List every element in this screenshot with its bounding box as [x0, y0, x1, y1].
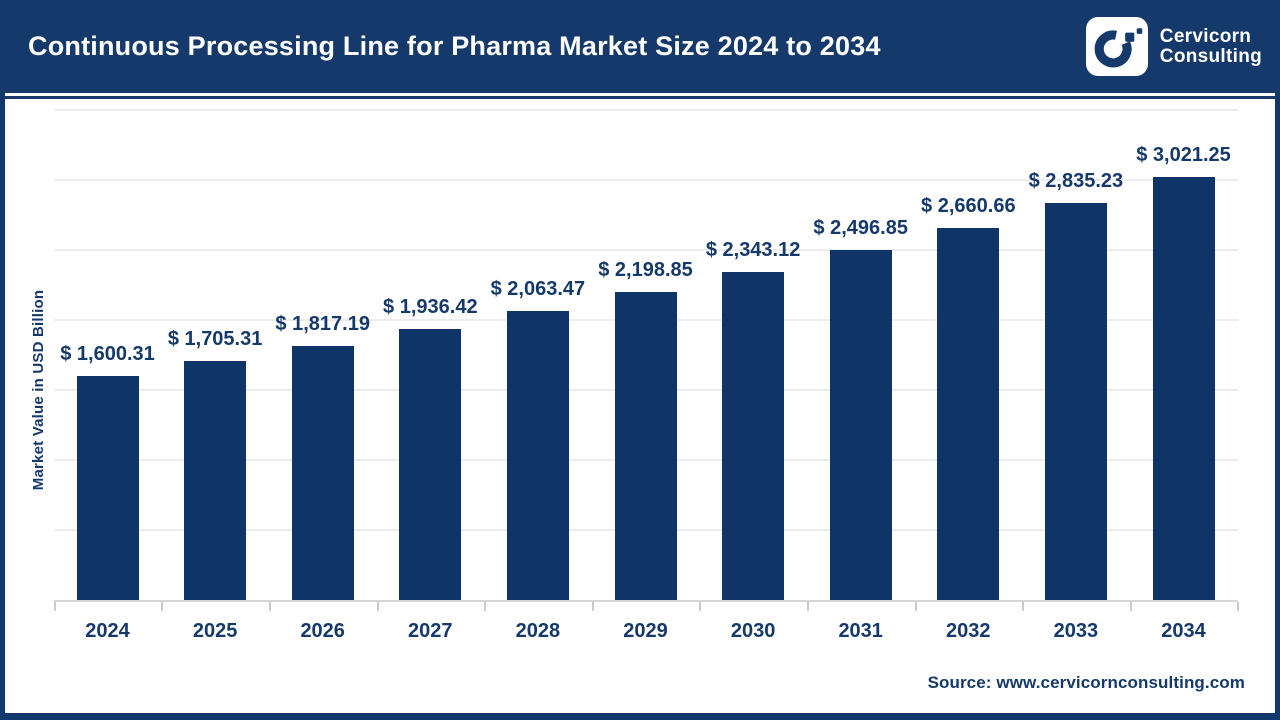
x-axis-tick — [1022, 602, 1025, 611]
value-label-2034: $ 3,021.25 — [1136, 144, 1231, 167]
source-text: Source: www.cervicornconsulting.com — [927, 673, 1245, 692]
header-divider — [0, 96, 1280, 99]
x-axis-line — [54, 600, 1238, 602]
brand-name-line1: Cervicorn — [1159, 25, 1252, 47]
bar-2029 — [614, 292, 677, 600]
x-axis-tick — [699, 602, 702, 611]
bar-2024 — [76, 375, 139, 600]
brand-name: Cervicorn Consulting — [1159, 25, 1262, 67]
bar-2033 — [1044, 203, 1107, 600]
bar-2032 — [937, 227, 1000, 600]
bar-2028 — [506, 311, 569, 600]
value-label-2025: $ 1,705.31 — [167, 328, 263, 351]
x-axis-label-2027: 2027 — [408, 620, 453, 642]
value-label-2026: $ 1,817.19 — [275, 312, 370, 335]
gridline-2500 — [54, 249, 1238, 251]
x-axis-label-2031: 2031 — [838, 620, 883, 642]
x-axis-label-2034: 2034 — [1161, 620, 1206, 642]
value-label-2029: $ 2,198.85 — [598, 259, 693, 282]
x-axis-tick — [376, 602, 379, 611]
gridline-3000 — [54, 179, 1238, 181]
value-label-2032: $ 2,660.66 — [921, 194, 1016, 217]
x-axis-tick — [806, 602, 809, 611]
x-axis-tick — [53, 602, 56, 611]
gridline-3500 — [54, 109, 1238, 111]
x-axis-label-2026: 2026 — [300, 620, 345, 642]
bar-2031 — [829, 250, 892, 600]
y-axis-title: Market Value in USD Billion — [30, 289, 47, 491]
x-axis-label-2033: 2033 — [1053, 620, 1099, 642]
value-label-2028: $ 2,063.47 — [490, 278, 586, 301]
x-axis-label-2029: 2029 — [623, 620, 668, 642]
header: Continuous Processing Line for Pharma Ma… — [0, 0, 1280, 93]
brand-logo — [1085, 17, 1148, 76]
x-axis-tick — [161, 602, 164, 611]
page-title: Continuous Processing Line for Pharma Ma… — [28, 31, 881, 61]
page-border-right — [1275, 93, 1280, 720]
x-axis-tick — [268, 602, 271, 611]
bar-2030 — [722, 271, 785, 600]
x-axis-tick — [484, 602, 487, 611]
bar-2026 — [291, 345, 354, 600]
value-label-2024: $ 1,600.31 — [60, 342, 155, 365]
value-label-2030: $ 2,343.12 — [705, 238, 801, 261]
value-label-2031: $ 2,496.85 — [813, 217, 908, 240]
x-axis-label-2028: 2028 — [515, 620, 561, 642]
page-border-left — [0, 93, 5, 720]
x-axis-tick — [1129, 602, 1132, 611]
x-axis-label-2030: 2030 — [730, 620, 776, 642]
x-axis-tick — [1237, 602, 1240, 611]
x-axis-label-2024: 2024 — [85, 620, 130, 642]
x-axis-tick — [591, 602, 594, 611]
x-axis-tick — [914, 602, 917, 611]
brand: Cervicorn Consulting — [1085, 0, 1262, 93]
brand-name-line2: Consulting — [1159, 45, 1262, 67]
value-label-2027: $ 1,936.42 — [383, 295, 478, 318]
bar-2025 — [184, 361, 247, 600]
x-axis-label-2025: 2025 — [192, 620, 238, 642]
value-label-2033: $ 2,835.23 — [1028, 170, 1124, 193]
bar-2034 — [1152, 177, 1215, 600]
x-axis-label-2032: 2032 — [946, 620, 991, 642]
bar-2027 — [399, 328, 462, 600]
page-border-bottom — [0, 713, 1280, 720]
cervicorn-logo-icon — [1094, 27, 1143, 67]
